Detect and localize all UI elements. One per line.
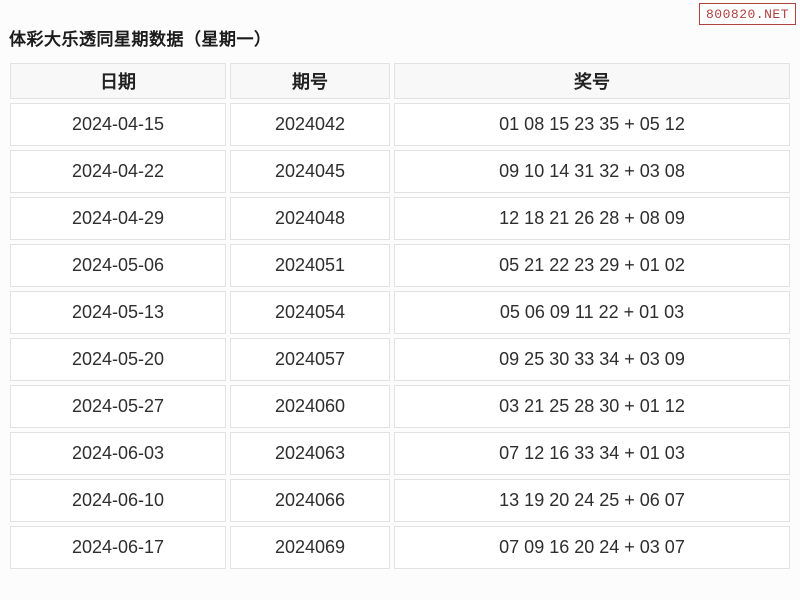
issue-cell: 2024048 — [230, 197, 390, 240]
numbers-cell: 03 21 25 28 30 + 01 12 — [394, 385, 790, 428]
table-row: 2024-05-06 2024051 05 21 22 23 29 + 01 0… — [10, 244, 790, 287]
table-row: 2024-06-03 2024063 07 12 16 33 34 + 01 0… — [10, 432, 790, 475]
numbers-cell: 12 18 21 26 28 + 08 09 — [394, 197, 790, 240]
numbers-cell: 13 19 20 24 25 + 06 07 — [394, 479, 790, 522]
date-cell: 2024-04-22 — [10, 150, 226, 193]
numbers-cell: 07 12 16 33 34 + 01 03 — [394, 432, 790, 475]
col-header-date: 日期 — [10, 63, 226, 99]
numbers-cell: 09 25 30 33 34 + 03 09 — [394, 338, 790, 381]
table-row: 2024-06-10 2024066 13 19 20 24 25 + 06 0… — [10, 479, 790, 522]
date-cell: 2024-06-17 — [10, 526, 226, 569]
date-cell: 2024-05-06 — [10, 244, 226, 287]
numbers-cell: 09 10 14 31 32 + 03 08 — [394, 150, 790, 193]
table-row: 2024-04-15 2024042 01 08 15 23 35 + 05 1… — [10, 103, 790, 146]
numbers-cell: 05 21 22 23 29 + 01 02 — [394, 244, 790, 287]
date-cell: 2024-06-10 — [10, 479, 226, 522]
issue-cell: 2024066 — [230, 479, 390, 522]
date-cell: 2024-05-13 — [10, 291, 226, 334]
table-row: 2024-06-17 2024069 07 09 16 20 24 + 03 0… — [10, 526, 790, 569]
issue-cell: 2024063 — [230, 432, 390, 475]
lottery-data-table: 日期 期号 奖号 2024-04-15 2024042 01 08 15 23 … — [6, 59, 794, 573]
issue-cell: 2024057 — [230, 338, 390, 381]
issue-cell: 2024060 — [230, 385, 390, 428]
table-row: 2024-05-20 2024057 09 25 30 33 34 + 03 0… — [10, 338, 790, 381]
issue-cell: 2024051 — [230, 244, 390, 287]
date-cell: 2024-04-15 — [10, 103, 226, 146]
issue-cell: 2024045 — [230, 150, 390, 193]
col-header-numbers: 奖号 — [394, 63, 790, 99]
table-header-row: 日期 期号 奖号 — [10, 63, 790, 99]
site-watermark-badge: 800820.NET — [698, 3, 796, 25]
date-cell: 2024-05-20 — [10, 338, 226, 381]
table-body: 2024-04-15 2024042 01 08 15 23 35 + 05 1… — [10, 103, 790, 569]
date-cell: 2024-05-27 — [10, 385, 226, 428]
date-cell: 2024-06-03 — [10, 432, 226, 475]
issue-cell: 2024042 — [230, 103, 390, 146]
date-cell: 2024-04-29 — [10, 197, 226, 240]
table-row: 2024-04-29 2024048 12 18 21 26 28 + 08 0… — [10, 197, 790, 240]
table-row: 2024-05-27 2024060 03 21 25 28 30 + 01 1… — [10, 385, 790, 428]
table-row: 2024-04-22 2024045 09 10 14 31 32 + 03 0… — [10, 150, 790, 193]
issue-cell: 2024069 — [230, 526, 390, 569]
issue-cell: 2024054 — [230, 291, 390, 334]
col-header-issue: 期号 — [230, 63, 390, 99]
numbers-cell: 07 09 16 20 24 + 03 07 — [394, 526, 790, 569]
numbers-cell: 01 08 15 23 35 + 05 12 — [394, 103, 790, 146]
page-title: 体彩大乐透同星期数据（星期一） — [9, 30, 272, 49]
table-row: 2024-05-13 2024054 05 06 09 11 22 + 01 0… — [10, 291, 790, 334]
numbers-cell: 05 06 09 11 22 + 01 03 — [394, 291, 790, 334]
